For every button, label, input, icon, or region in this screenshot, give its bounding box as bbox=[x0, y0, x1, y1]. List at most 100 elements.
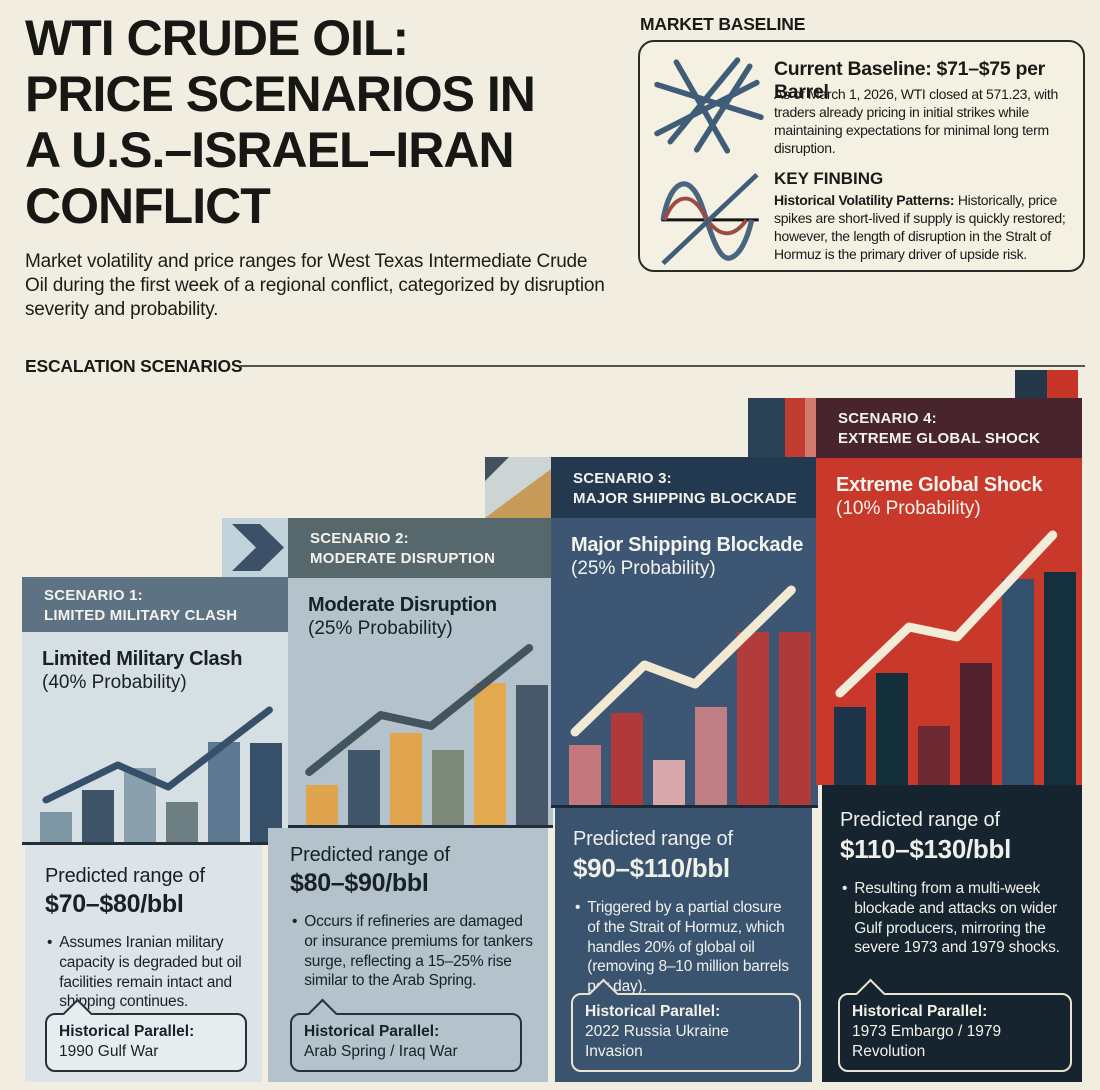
chevron-step-block bbox=[222, 518, 288, 577]
scenario1-name: Limited Military Clash bbox=[42, 648, 243, 670]
mini-chart-bar bbox=[348, 750, 380, 825]
page-title-line: WTI CRUDE OIL: bbox=[25, 10, 409, 66]
mini-chart-bar bbox=[250, 743, 282, 842]
scenario3-tag-name: MAJOR SHIPPING BLOCKADE bbox=[573, 489, 797, 507]
scenario4-tag-name: EXTREME GLOBAL SHOCK bbox=[838, 429, 1041, 447]
scenario2-bullet-text: Occurs if refineries are damaged or insu… bbox=[304, 913, 533, 990]
scenario3-chart: Major Shipping Blockade (25% Probability… bbox=[551, 518, 818, 808]
gold-triangle-icon bbox=[485, 457, 551, 518]
key-finding-heading: KEY FINBING bbox=[774, 169, 884, 188]
scenario4-tag: SCENARIO 4: bbox=[838, 410, 937, 427]
scenario2-title: Moderate Disruption (25% Probability) bbox=[308, 594, 497, 640]
mini-chart-bar bbox=[876, 673, 908, 785]
scenario4-chart: Extreme Global Shock (10% Probability) bbox=[816, 458, 1082, 785]
scenario1-parallel-label: Historical Parallel: bbox=[59, 1022, 195, 1040]
mini-chart-bar bbox=[166, 802, 198, 842]
scenario2-chart: Moderate Disruption (25% Probability) bbox=[288, 578, 553, 828]
scenario1-range-label: Predicted range of bbox=[45, 865, 205, 887]
scenario2-header: SCENARIO 2: MODERATE DISRUPTION bbox=[288, 518, 553, 578]
scenario3-detail-panel: Predicted range of $90–$110/bbl Triggere… bbox=[555, 808, 812, 1082]
scenario1-title: Limited Military Clash (40% Probability) bbox=[42, 648, 242, 694]
scenario1-range-value: $70–$80/bbl bbox=[45, 890, 184, 918]
scenario3-probability: (25% Probability) bbox=[571, 558, 716, 579]
scenario4-step-red-block bbox=[785, 398, 805, 458]
page-title-line: CONFLICT bbox=[25, 178, 271, 234]
mini-chart-bar bbox=[306, 785, 338, 825]
scenario1-probability: (40% Probability) bbox=[42, 672, 187, 693]
scenario1-header: SCENARIO 1: LIMITED MILITARY CLASH bbox=[22, 577, 288, 632]
scenario1-parallel-value: 1990 Gulf War bbox=[59, 1042, 159, 1060]
mini-chart-bar bbox=[40, 812, 72, 842]
scenario4-range-value: $110–$130/bbl bbox=[840, 834, 1012, 864]
section-divider-line bbox=[240, 365, 1085, 367]
mini-chart-bar bbox=[390, 733, 422, 825]
scenario1-bullet: Assumes Iranian military capacity is deg… bbox=[45, 933, 248, 1012]
page-subtitle: Market volatility and price ranges for W… bbox=[25, 251, 605, 321]
mini-chart-bar bbox=[918, 726, 950, 785]
scenario4-name: Extreme Global Shock bbox=[836, 474, 1043, 496]
mini-chart-bar bbox=[474, 683, 506, 825]
scenario4-title: Extreme Global Shock (10% Probability) bbox=[836, 474, 1043, 520]
scenario1-bullet-text: Assumes Iranian military capacity is deg… bbox=[59, 934, 242, 1011]
scenario1-tag-name: LIMITED MILITARY CLASH bbox=[44, 606, 238, 624]
scenario2-name: Moderate Disruption bbox=[308, 594, 497, 616]
scenario4-range-label: Predicted range of bbox=[840, 809, 1000, 831]
scenario3-range-value: $90–$110/bbl bbox=[573, 853, 730, 883]
scenario2-parallel-label: Historical Parallel: bbox=[304, 1022, 440, 1040]
page-title-line: A U.S.–ISRAEL–IRAN bbox=[25, 122, 515, 178]
escalation-scenarios-label: ESCALATION SCENARIOS bbox=[25, 356, 243, 376]
scenario3-header: SCENARIO 3: MAJOR SHIPPING BLOCKADE bbox=[551, 457, 818, 518]
mini-chart-bar bbox=[834, 707, 866, 785]
scenario3-historical-parallel: Historical Parallel: 2022 Russia Ukraine… bbox=[571, 978, 801, 1072]
scenario4-header: SCENARIO 4: EXTREME GLOBAL SHOCK bbox=[816, 398, 1082, 458]
mini-chart-bar bbox=[960, 663, 992, 785]
scenario2-tag-name: MODERATE DISRUPTION bbox=[310, 549, 496, 567]
scenario2-bullet: Occurs if refineries are damaged or insu… bbox=[290, 912, 534, 991]
mini-chart-bar bbox=[208, 742, 240, 842]
key-finding-text: Historically, price spikes are short-liv… bbox=[774, 192, 1066, 262]
scenario4-detail-panel: Predicted range of $110–$130/bbl Resulti… bbox=[822, 785, 1082, 1082]
scenario2-range-value: $80–$90/bbl bbox=[290, 869, 429, 897]
top-right-red-block bbox=[1047, 370, 1078, 398]
scenario2-range-label: Predicted range of bbox=[290, 844, 450, 866]
trend-line bbox=[305, 644, 534, 776]
scenario3-bullet-text: Triggered by a partial closure of the St… bbox=[587, 899, 789, 996]
scenario3-tag: SCENARIO 3: bbox=[573, 470, 672, 487]
current-baseline-heading: Current Baseline: $71–$75 per Barrel bbox=[774, 58, 1045, 103]
scenario3-name: Major Shipping Blockade bbox=[571, 534, 804, 556]
scenario1-tag: SCENARIO 1: bbox=[44, 587, 143, 604]
trend-line bbox=[835, 530, 1058, 698]
scenario4-probability: (10% Probability) bbox=[836, 498, 981, 519]
scenario3-parallel-value: 2022 Russia Ukraine Invasion bbox=[585, 1022, 729, 1060]
volatility-wave-icon bbox=[660, 172, 759, 266]
scenario4-parallel-label: Historical Parallel: bbox=[852, 1002, 988, 1020]
mini-chart-bar bbox=[779, 632, 811, 805]
mini-chart-bar bbox=[516, 685, 548, 825]
scenario1-detail-panel: Predicted range of $70–$80/bbl Assumes I… bbox=[25, 845, 262, 1082]
scenario3-title: Major Shipping Blockade (25% Probability… bbox=[571, 534, 803, 580]
scenario2-parallel-value: Arab Spring / Iraq War bbox=[304, 1042, 458, 1060]
page-title-line: PRICE SCENARIOS IN bbox=[25, 66, 536, 122]
scenario3-parallel-label: Historical Parallel: bbox=[585, 1002, 721, 1020]
mini-chart-bar bbox=[611, 713, 643, 805]
scenario4-parallel-value: 1973 Embargo / 1979 Revolution bbox=[852, 1022, 1002, 1060]
mini-chart-bar bbox=[695, 707, 727, 805]
current-baseline-body: As of March 1, 2026, WTI closed at 571.2… bbox=[774, 86, 1058, 156]
mini-chart-bar bbox=[653, 760, 685, 805]
page-title: WTI CRUDE OIL: PRICE SCENARIOS IN A U.S.… bbox=[25, 10, 536, 234]
scenario2-probability: (25% Probability) bbox=[308, 618, 453, 639]
mini-chart-bar bbox=[82, 790, 114, 842]
scenario4-step-navy-block bbox=[748, 398, 785, 458]
scribble-star-icon bbox=[654, 57, 764, 154]
scenario3-range-label: Predicted range of bbox=[573, 828, 733, 850]
key-finding-lead: Historical Volatility Patterns: bbox=[774, 192, 955, 208]
market-baseline-box: Current Baseline: $71–$75 per Barrel As … bbox=[638, 40, 1085, 272]
scenario2-tag: SCENARIO 2: bbox=[310, 530, 409, 547]
mini-chart-bar bbox=[1002, 579, 1034, 785]
mini-chart-bar bbox=[1044, 572, 1076, 785]
top-right-navy-block bbox=[1015, 370, 1047, 398]
key-finding-body: Historical Volatility Patterns: Historic… bbox=[774, 192, 1086, 264]
gold-triangle-step-block bbox=[485, 457, 551, 518]
mini-chart-bar bbox=[569, 745, 601, 805]
scenario2-detail-panel: Predicted range of $80–$90/bbl Occurs if… bbox=[268, 828, 548, 1082]
